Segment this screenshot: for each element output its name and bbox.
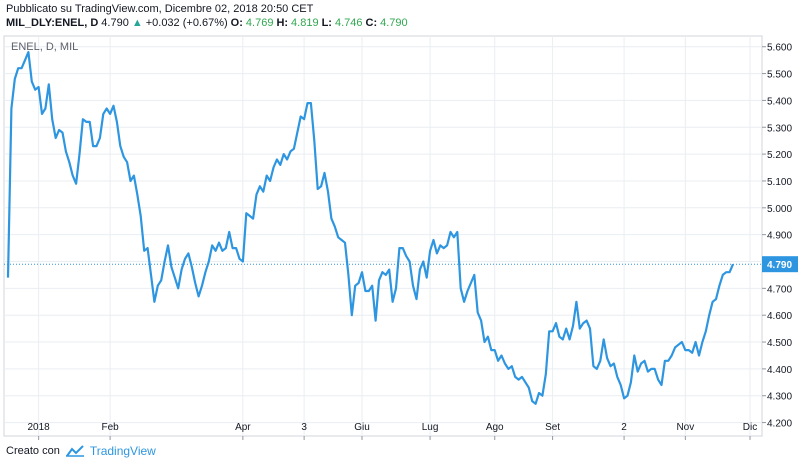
x-tick-label: Giu	[354, 422, 370, 433]
y-tick-label: 5.500	[767, 70, 792, 81]
high-value: 4.819	[291, 17, 319, 29]
chart-watermark-label: ENEL, D, MIL	[11, 41, 78, 53]
x-tick-label: 2018	[28, 422, 51, 433]
open-label: O:	[230, 17, 243, 29]
footer: Creato con TradingView	[6, 444, 156, 458]
close-value: 4.790	[380, 17, 408, 29]
y-tick-label: 4.400	[767, 365, 792, 376]
change-arrow-icon: ▲	[131, 17, 143, 29]
x-tick-label: Ago	[486, 422, 504, 433]
low-label: L:	[321, 17, 332, 29]
y-tick-label: 4.200	[767, 419, 792, 430]
tradingview-brand-link[interactable]: TradingView	[89, 444, 156, 458]
grid	[4, 36, 762, 436]
y-tick-label: 5.400	[767, 96, 792, 107]
x-tick-label: Dic	[743, 422, 757, 433]
y-tick-label: 5.100	[767, 177, 792, 188]
price-series-line	[6, 50, 735, 405]
x-tick-label: Apr	[235, 422, 251, 433]
y-tick-label: 5.600	[767, 43, 792, 54]
y-tick-label: 4.700	[767, 284, 792, 295]
change-value: +0.032 (+0.67%)	[145, 17, 228, 29]
last-price: 4.790	[101, 17, 129, 29]
last-price-tag	[762, 256, 798, 273]
low-value: 4.746	[334, 17, 363, 29]
y-tick-label: 4.300	[767, 392, 792, 403]
x-tick-label: Lug	[422, 422, 439, 433]
symbol-label: MIL_DLY:ENEL, D	[6, 17, 99, 29]
open-value: 4.769	[245, 17, 274, 29]
tradingview-logo-icon[interactable]	[65, 445, 84, 457]
y-tick-label: 4.600	[767, 311, 792, 322]
y-tick-label: 5.200	[767, 150, 792, 161]
y-tick-label: 4.500	[767, 338, 792, 349]
x-tick-label: 2	[621, 422, 627, 433]
y-tick-label: 5.000	[767, 204, 792, 215]
x-tick-label: Set	[545, 422, 560, 433]
ohlc-legend: MIL_DLY:ENEL, D 4.790 ▲ +0.032 (+0.67%) …	[6, 17, 408, 29]
close-label: C:	[365, 17, 378, 29]
x-tick-label: Feb	[101, 422, 119, 433]
last-price-tag-label: 4.790	[767, 260, 792, 271]
chart-frame	[3, 35, 763, 437]
created-with-label: Creato con	[6, 445, 60, 457]
high-label: H:	[276, 17, 289, 29]
x-axis: 2018 Feb Apr 3 Giu Lug Ago Set 2 Nov Dic	[28, 422, 757, 440]
y-tick-label: 5.300	[767, 123, 792, 134]
series-layer	[4, 50, 762, 405]
y-tick-label: 4.900	[767, 231, 792, 242]
x-tick-label: 3	[301, 422, 307, 433]
x-tick-label: Nov	[676, 422, 694, 433]
published-info: Pubblicato su TradingView.com, Dicembre …	[6, 3, 314, 15]
y-axis: 5.600 5.500 5.400 5.300 5.200 5.100 5.000 4.900…	[762, 43, 798, 430]
